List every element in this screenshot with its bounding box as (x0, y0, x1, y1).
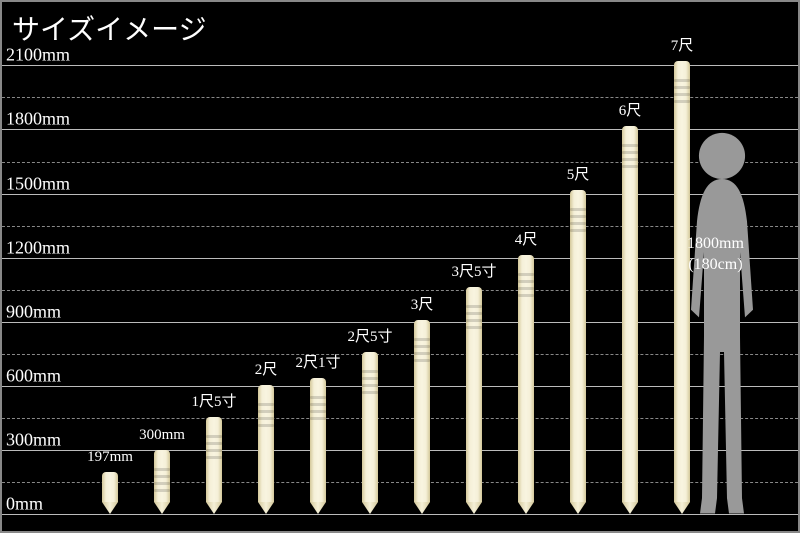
stake-body (206, 417, 222, 502)
stake-body (414, 320, 430, 502)
stake (206, 417, 222, 514)
stake (154, 450, 170, 514)
y-axis-label: 1500mm (6, 173, 70, 194)
stake-grooves (362, 370, 378, 400)
stake-grooves (310, 396, 326, 426)
stake (102, 472, 118, 514)
stake-tip (466, 502, 482, 514)
y-axis-label: 0mm (6, 494, 43, 515)
stake-tip (102, 502, 118, 514)
stake (414, 320, 430, 514)
stake-tip (258, 502, 274, 514)
stake (622, 126, 638, 514)
stake-grooves (258, 403, 274, 433)
stake-label: 197mm (87, 449, 133, 466)
y-axis-label: 1200mm (6, 237, 70, 258)
stake-label: 7尺 (671, 34, 694, 55)
stake-label: 2尺 (255, 358, 278, 379)
stake-grooves (518, 273, 534, 303)
stake-tip (362, 502, 378, 514)
stake-grooves (622, 144, 638, 174)
chart-area: 0mm 300mm 600mm 900mm 1200mm 1500mm 1800mm 2100… (2, 44, 798, 514)
stake-label: 3尺 (411, 293, 434, 314)
stake (258, 385, 274, 514)
stake (518, 255, 534, 514)
stake-grooves (570, 208, 586, 238)
silhouette-label: 1800mm(180cm) (687, 234, 744, 276)
stake-grooves (206, 435, 222, 465)
y-axis-label: 300mm (6, 429, 61, 450)
stake-body (362, 352, 378, 502)
stake-body (570, 190, 586, 502)
stake-tip (310, 502, 326, 514)
person-silhouette (677, 129, 767, 514)
stake-body (154, 450, 170, 502)
y-axis-label: 1800mm (6, 109, 70, 130)
stake-label: 300mm (139, 427, 185, 444)
stake-body (518, 255, 534, 502)
stake-tip (570, 502, 586, 514)
y-axis-label: 900mm (6, 301, 61, 322)
stake (570, 190, 586, 514)
stake-label: 2尺1寸 (295, 351, 340, 372)
stake-tip (154, 502, 170, 514)
stake-tip (414, 502, 430, 514)
stake-label: 4尺 (515, 228, 538, 249)
stake-body (622, 126, 638, 502)
gridline-major (2, 514, 798, 515)
stake-grooves (674, 79, 690, 109)
stake-body (102, 472, 118, 502)
stake-grooves (154, 468, 170, 498)
y-axis-label: 600mm (6, 365, 61, 386)
stake (466, 287, 482, 514)
stake-grooves (466, 305, 482, 335)
stake-label: 5尺 (567, 163, 590, 184)
stake-label: 1尺5寸 (191, 390, 236, 411)
stake-tip (622, 502, 638, 514)
stake-body (466, 287, 482, 502)
stake-label: 3尺5寸 (451, 260, 496, 281)
chart-title: サイズイメージ (12, 8, 207, 48)
stake-label: 2尺5寸 (347, 325, 392, 346)
stake (362, 352, 378, 514)
stake-body (258, 385, 274, 502)
stake-grooves (414, 338, 430, 368)
stake (310, 378, 326, 514)
stake-body (310, 378, 326, 502)
y-axis-label: 2100mm (6, 45, 70, 66)
stake-tip (206, 502, 222, 514)
stake-tip (518, 502, 534, 514)
stake-label: 6尺 (619, 99, 642, 120)
